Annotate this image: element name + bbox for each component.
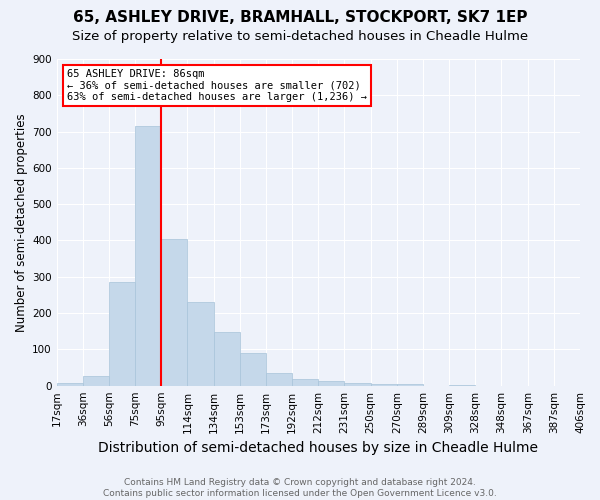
Text: Size of property relative to semi-detached houses in Cheadle Hulme: Size of property relative to semi-detach… [72, 30, 528, 43]
Y-axis label: Number of semi-detached properties: Number of semi-detached properties [15, 113, 28, 332]
Text: Contains HM Land Registry data © Crown copyright and database right 2024.
Contai: Contains HM Land Registry data © Crown c… [103, 478, 497, 498]
Bar [240, 353, 266, 386]
Text: 65, ASHLEY DRIVE, BRAMHALL, STOCKPORT, SK7 1EP: 65, ASHLEY DRIVE, BRAMHALL, STOCKPORT, S… [73, 10, 527, 25]
Bar [319, 382, 344, 386]
Bar [214, 332, 240, 386]
Bar [371, 384, 397, 386]
Bar [187, 302, 214, 386]
Bar [292, 379, 319, 386]
Bar [397, 384, 423, 386]
Bar [161, 238, 187, 386]
Bar [449, 384, 475, 386]
Text: 65 ASHLEY DRIVE: 86sqm
← 36% of semi-detached houses are smaller (702)
63% of se: 65 ASHLEY DRIVE: 86sqm ← 36% of semi-det… [67, 69, 367, 102]
Bar [266, 373, 292, 386]
Bar [344, 383, 371, 386]
Bar [56, 383, 83, 386]
Bar [135, 126, 161, 386]
Bar [109, 282, 135, 386]
X-axis label: Distribution of semi-detached houses by size in Cheadle Hulme: Distribution of semi-detached houses by … [98, 441, 538, 455]
Bar [83, 376, 109, 386]
